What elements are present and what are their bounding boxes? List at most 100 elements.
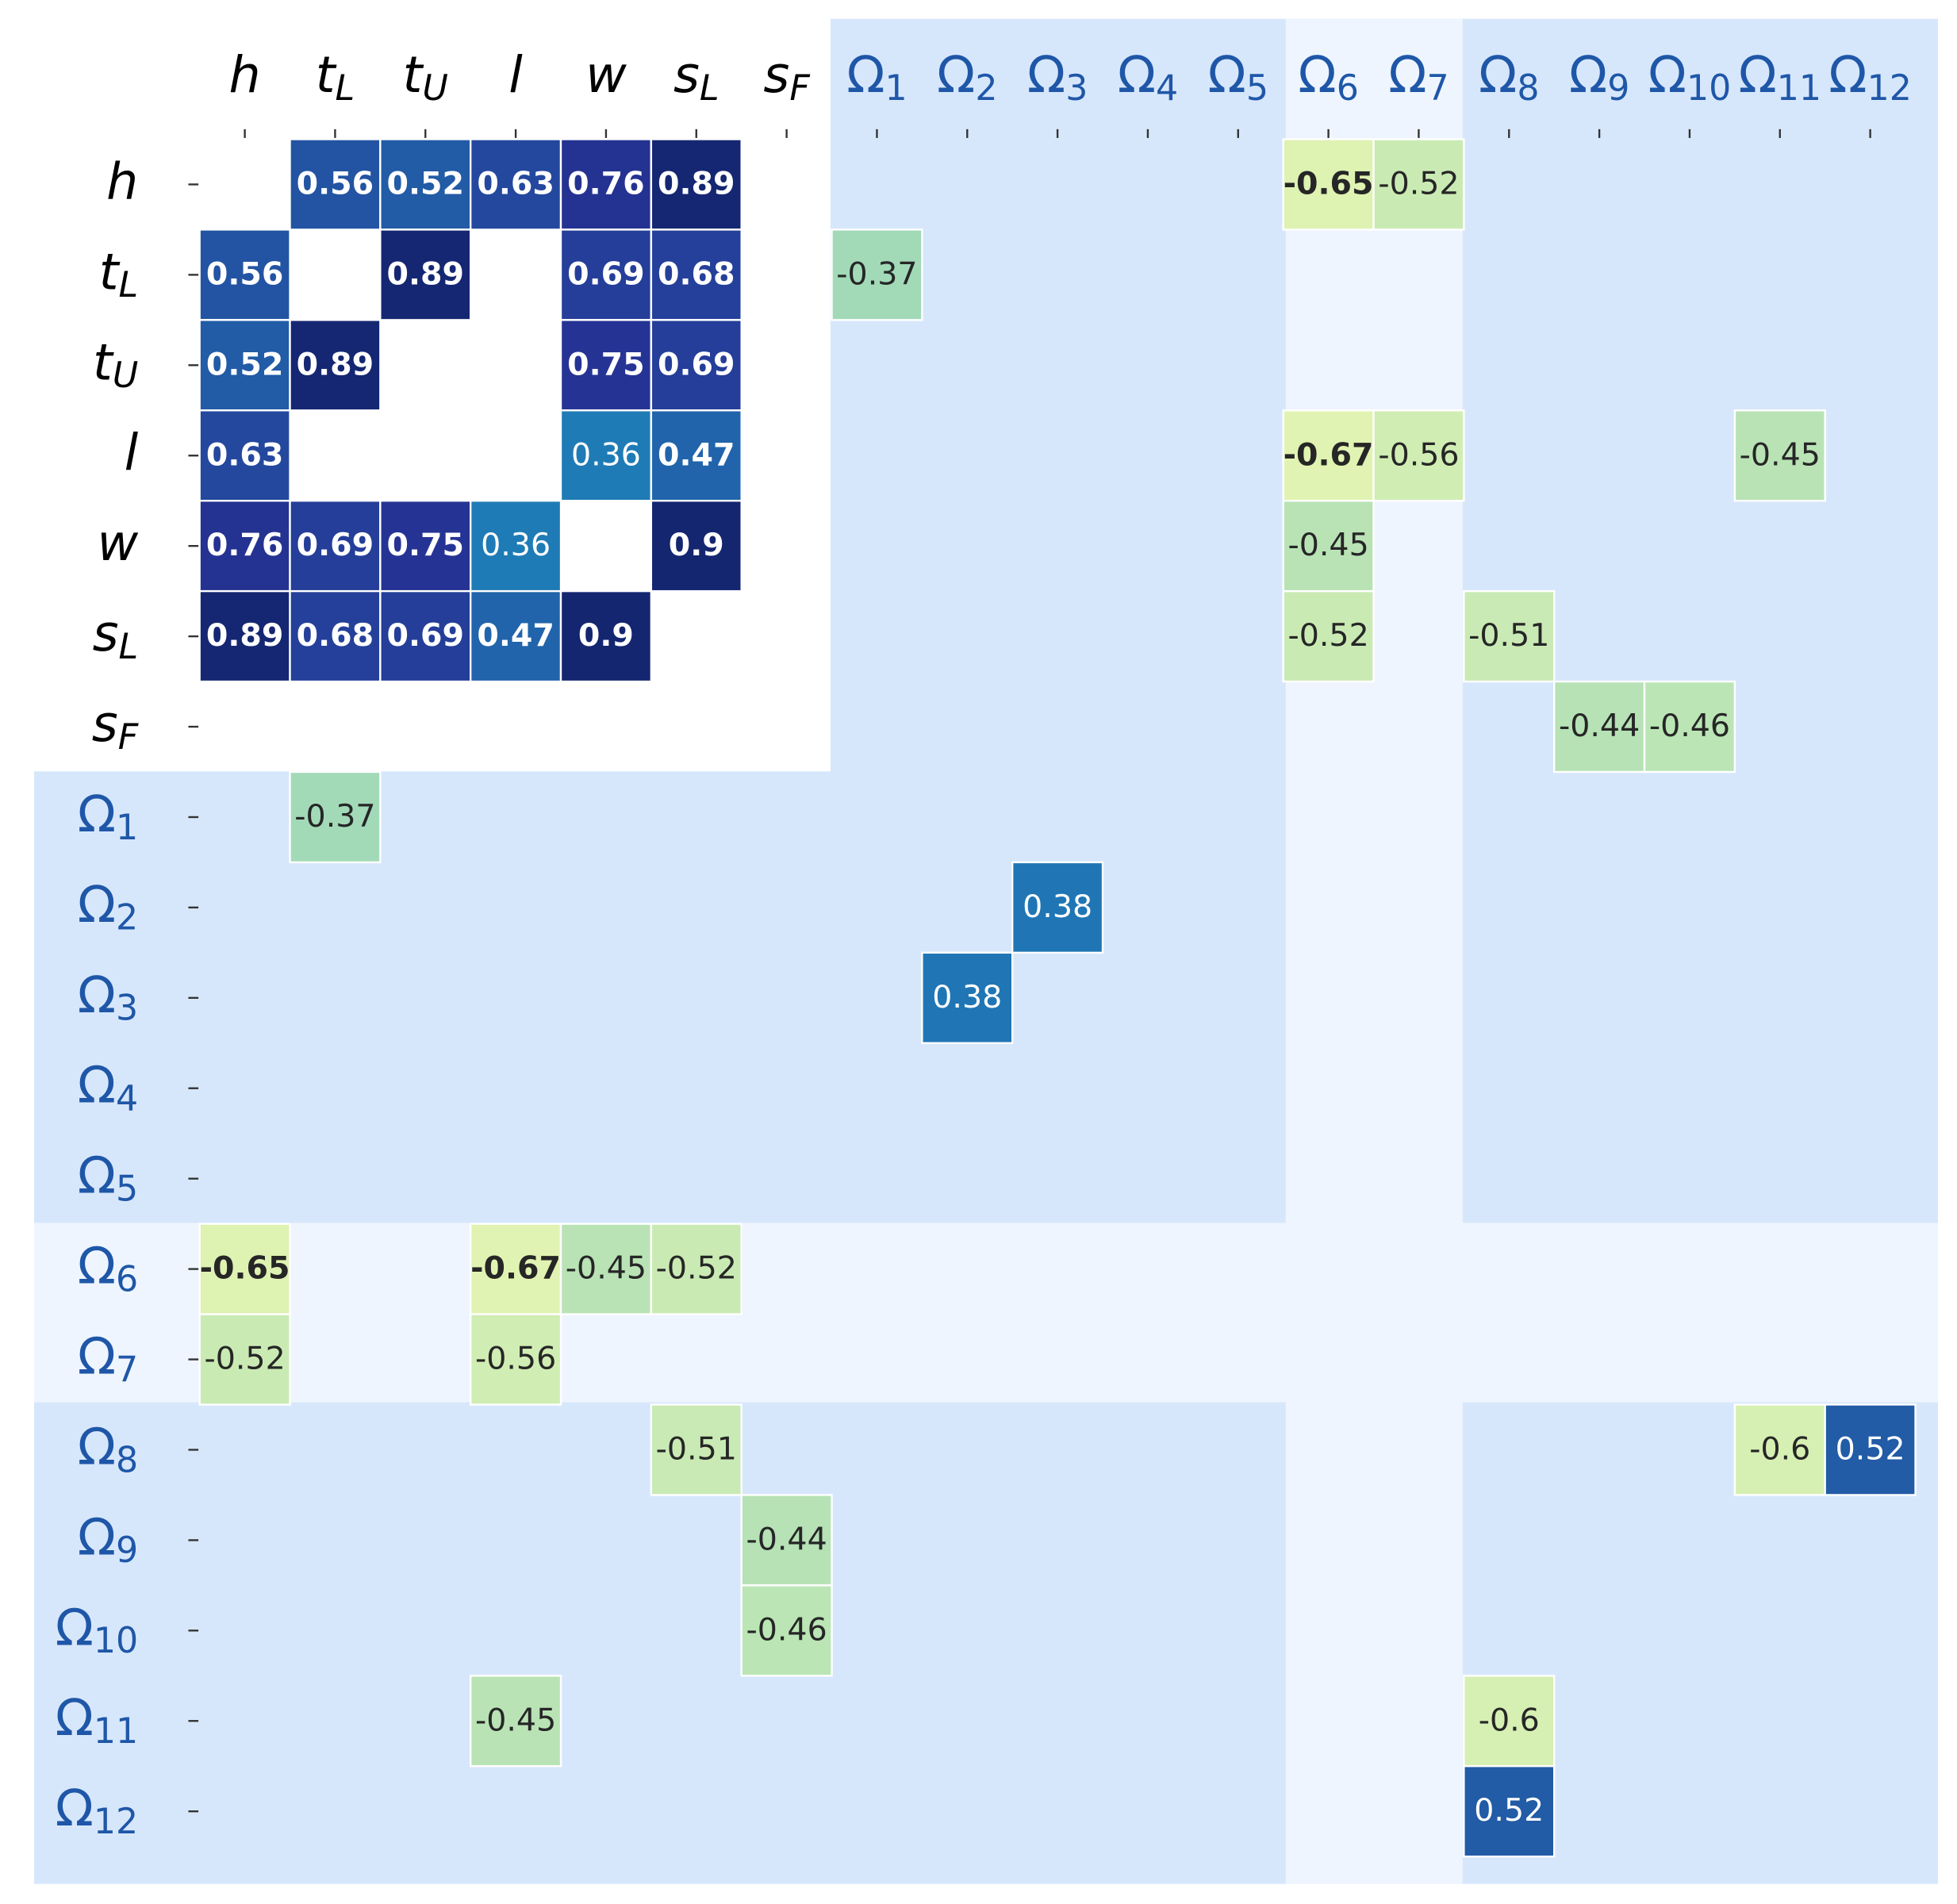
heatmap-cell	[650, 319, 743, 412]
cell-label: -0.6	[1749, 1431, 1810, 1468]
heatmap-cell	[1463, 1765, 1556, 1858]
label-subscript: 11	[1777, 68, 1821, 109]
heatmap-cell	[559, 589, 653, 683]
x-tick-label: Ω4	[1118, 45, 1178, 109]
cell-label: 0.69	[387, 617, 465, 654]
heatmap-cell	[469, 1313, 562, 1406]
heatmap-cell	[198, 409, 291, 502]
label-base: Ω	[78, 1055, 116, 1114]
label-subscript: 10	[94, 1621, 138, 1661]
cell-label: 0.89	[658, 166, 735, 202]
cell-label: 0.36	[481, 527, 551, 563]
heatmap-cell	[379, 500, 472, 593]
label-base: s	[673, 45, 700, 104]
cell-label: 0.76	[567, 166, 645, 202]
x-tick-label: l	[508, 45, 523, 104]
heatmap-cell	[559, 228, 653, 321]
cell-label: 0.89	[297, 346, 374, 382]
label-subscript: 8	[1517, 68, 1539, 109]
label-subscript: 10	[1686, 68, 1731, 109]
y-tick-label: Ω2	[78, 874, 138, 938]
y-tick-label: sF	[92, 694, 139, 758]
cell-label: 0.38	[932, 979, 1002, 1015]
label-subscript: L	[119, 265, 139, 305]
cell-label: -0.56	[475, 1341, 556, 1377]
heatmap-cell	[469, 1675, 562, 1768]
label-subscript: 9	[116, 1530, 138, 1571]
y-tick-label: Ω5	[78, 1146, 138, 1209]
label-base: Ω	[937, 45, 975, 104]
label-base: s	[92, 694, 118, 753]
cell-label: 0.68	[297, 617, 374, 654]
x-tick-label: Ω10	[1648, 45, 1732, 109]
cell-label: -0.46	[1649, 708, 1730, 744]
label-base: Ω	[1298, 45, 1336, 104]
cell-label: -0.52	[1378, 166, 1459, 202]
heatmap-cell	[650, 500, 743, 593]
label-base: w	[585, 45, 627, 104]
label-subscript: 7	[1427, 68, 1449, 109]
y-tick-label: Ω11	[56, 1688, 139, 1752]
heatmap-cell	[1553, 680, 1646, 774]
label-subscript: F	[789, 68, 810, 109]
cell-label: 0.56	[297, 166, 374, 202]
label-base: t	[403, 45, 424, 104]
x-tick-label: Ω12	[1828, 45, 1912, 109]
y-tick-label: h	[106, 152, 138, 210]
cell-label: -0.51	[1468, 617, 1549, 654]
heatmap-cell	[559, 409, 653, 502]
label-base: s	[763, 45, 789, 104]
heatmap-cell	[289, 500, 382, 593]
heatmap-cell	[198, 1313, 291, 1406]
label-base: Ω	[846, 45, 884, 104]
y-tick-label: Ω8	[78, 1417, 138, 1480]
label-base: Ω	[1569, 45, 1607, 104]
heatmap-cell	[469, 1223, 562, 1315]
heatmap-cell	[1824, 1403, 1917, 1496]
y-tick-label: Ω7	[78, 1326, 138, 1390]
label-base: Ω	[78, 1326, 116, 1385]
heatmap-cell	[469, 500, 562, 593]
heatmap-cell	[650, 1223, 743, 1315]
heatmap-cell	[559, 319, 653, 412]
cell-label: -0.46	[746, 1611, 827, 1648]
x-tick-label: tL	[316, 45, 355, 109]
x-tick-label: Ω8	[1479, 45, 1539, 109]
label-subscript: 1	[116, 808, 138, 848]
label-base: Ω	[78, 785, 116, 843]
x-tick-label: Ω3	[1027, 45, 1088, 109]
heatmap-cell	[469, 589, 562, 683]
label-subscript: L	[336, 68, 355, 109]
label-subscript: 6	[1337, 68, 1359, 109]
cell-label: -0.44	[1559, 708, 1640, 744]
cell-label: 0.52	[1474, 1792, 1544, 1829]
highlight-column-band	[1285, 18, 1463, 1884]
cells: 0.56 0.52 0.63 0.76 0.89 -0.65 -0.520.56 0.89 0.…	[198, 138, 1917, 1858]
label-base: Ω	[1648, 45, 1686, 104]
heatmap-cell	[198, 228, 291, 321]
cell-label: -0.52	[204, 1341, 285, 1377]
x-tick-label: sF	[763, 45, 810, 109]
heatmap-cell	[1463, 1675, 1556, 1768]
label-base: h	[229, 45, 261, 104]
label-base: t	[99, 242, 121, 301]
label-base: Ω	[78, 1236, 116, 1295]
cell-label: 0.9	[669, 527, 724, 563]
heatmap-cell	[1282, 589, 1375, 683]
y-tick-label: w	[97, 513, 138, 572]
x-tick-label: h	[229, 45, 261, 104]
label-subscript: F	[118, 717, 139, 758]
label-base: l	[125, 423, 139, 482]
cell-label: -0.45	[1740, 436, 1821, 473]
cell-label: -0.45	[566, 1250, 647, 1287]
label-subscript: 9	[1607, 68, 1629, 109]
heatmap-cell	[1733, 409, 1826, 502]
x-tick-label: Ω6	[1298, 45, 1358, 109]
cell-label: 0.56	[206, 255, 283, 292]
y-tick-label: Ω9	[78, 1507, 138, 1571]
cell-label: 0.38	[1023, 889, 1092, 925]
heatmap-cell	[1282, 138, 1375, 231]
label-subscript: 12	[94, 1802, 138, 1842]
label-subscript: 12	[1867, 68, 1912, 109]
